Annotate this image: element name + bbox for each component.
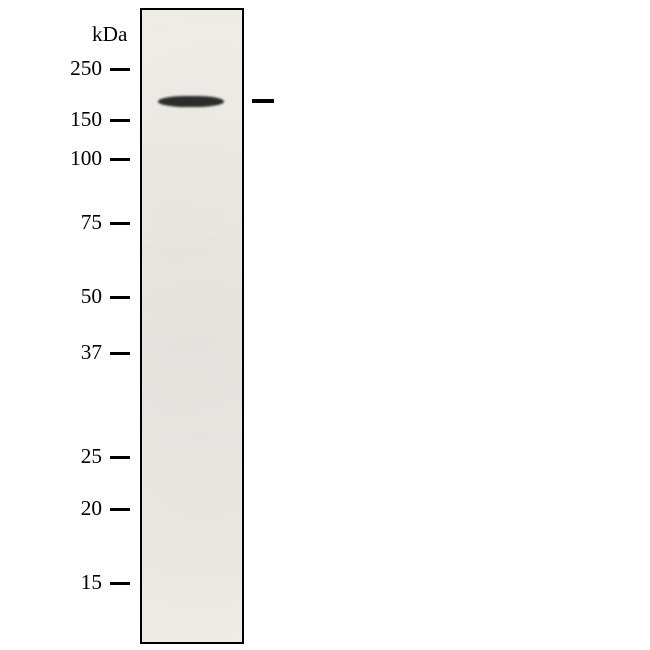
mw-label-20: 20 xyxy=(62,496,102,521)
target-band-marker xyxy=(252,99,274,103)
mw-tick-75 xyxy=(110,222,130,225)
mw-label-100: 100 xyxy=(62,146,102,171)
mw-tick-250 xyxy=(110,68,130,71)
mw-tick-25 xyxy=(110,456,130,459)
mw-tick-100 xyxy=(110,158,130,161)
mw-tick-37 xyxy=(110,352,130,355)
mw-tick-15 xyxy=(110,582,130,585)
mw-label-37: 37 xyxy=(62,340,102,365)
mw-tick-150 xyxy=(110,119,130,122)
unit-label: kDa xyxy=(92,22,127,47)
mw-label-250: 250 xyxy=(62,56,102,81)
protein-band-170 xyxy=(158,96,224,107)
mw-label-25: 25 xyxy=(62,444,102,469)
mw-tick-50 xyxy=(110,296,130,299)
mw-label-150: 150 xyxy=(62,107,102,132)
mw-label-50: 50 xyxy=(62,284,102,309)
mw-label-75: 75 xyxy=(62,210,102,235)
mw-tick-20 xyxy=(110,508,130,511)
mw-label-15: 15 xyxy=(62,570,102,595)
western-blot-figure: kDa 250 150 100 75 50 37 25 20 15 xyxy=(0,0,650,650)
